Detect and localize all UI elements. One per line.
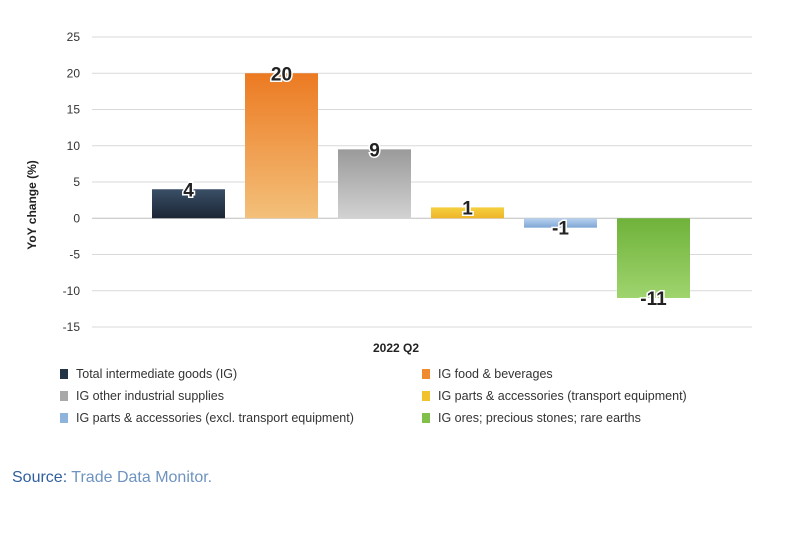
legend-item: IG food & beverages	[422, 367, 553, 381]
y-tick-label: 0	[73, 211, 80, 225]
y-tick-label: 15	[67, 103, 81, 117]
y-tick-label: 25	[67, 30, 81, 44]
bar	[245, 73, 318, 219]
y-tick-label: -15	[63, 320, 81, 334]
legend-item: IG ores; precious stones; rare earths	[422, 411, 641, 425]
legend-item: IG parts & accessories (transport equipm…	[422, 389, 687, 403]
source-label: Source:	[12, 469, 68, 486]
legend-label: IG other industrial supplies	[76, 389, 224, 403]
y-axis-label: YoY change (%)	[25, 160, 39, 250]
bar-chart: 25 20 15 10 5 0 -5 -10 -15 4 20 9 1 -1 -11 YoY change…	[25, 30, 752, 355]
legend-label: IG parts & accessories (transport equipm…	[438, 389, 687, 403]
y-tick-label: -5	[69, 248, 80, 262]
data-label: 4	[183, 180, 194, 201]
data-label: 1	[462, 198, 473, 219]
data-label: -1	[552, 219, 569, 240]
legend-swatch	[60, 413, 68, 423]
bars	[152, 73, 690, 298]
legend-swatch	[60, 391, 68, 401]
x-axis-category-label: 2022 Q2	[373, 341, 419, 355]
bar	[524, 218, 597, 228]
legend-label: IG food & beverages	[438, 367, 553, 381]
source-text: Trade Data Monitor.	[71, 469, 213, 486]
bar	[338, 149, 411, 219]
y-tick-label: 10	[67, 139, 81, 153]
bar	[617, 218, 690, 298]
legend-item: IG parts & accessories (excl. transport …	[60, 411, 354, 425]
legend-swatch	[422, 413, 430, 423]
legend-label: IG ores; precious stones; rare earths	[438, 411, 641, 425]
legend-swatch	[422, 391, 430, 401]
bar	[431, 207, 504, 219]
y-axis-ticks: 25 20 15 10 5 0 -5 -10 -15	[63, 30, 81, 334]
legend-label: IG parts & accessories (excl. transport …	[76, 411, 354, 425]
data-label: 20	[271, 64, 292, 85]
data-label: 9	[369, 140, 380, 161]
data-labels: 4 20 9 1 -1 -11	[182, 63, 669, 312]
data-label: -11	[640, 289, 667, 310]
y-tick-label: 5	[73, 175, 80, 189]
y-tick-label: -10	[63, 284, 81, 298]
legend-swatch	[60, 369, 68, 379]
source-note: Source: Trade Data Monitor.	[12, 469, 212, 487]
y-tick-label: 20	[67, 66, 81, 80]
bar	[152, 189, 225, 219]
legend-item: Total intermediate goods (IG)	[60, 367, 237, 381]
legend-item: IG other industrial supplies	[60, 389, 224, 403]
legend-label: Total intermediate goods (IG)	[76, 367, 238, 381]
legend-swatch	[422, 369, 430, 379]
